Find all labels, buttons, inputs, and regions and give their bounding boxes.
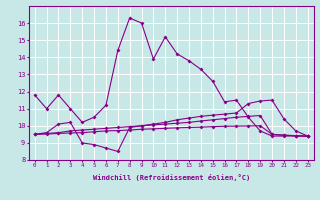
X-axis label: Windchill (Refroidissement éolien,°C): Windchill (Refroidissement éolien,°C) (92, 174, 250, 181)
